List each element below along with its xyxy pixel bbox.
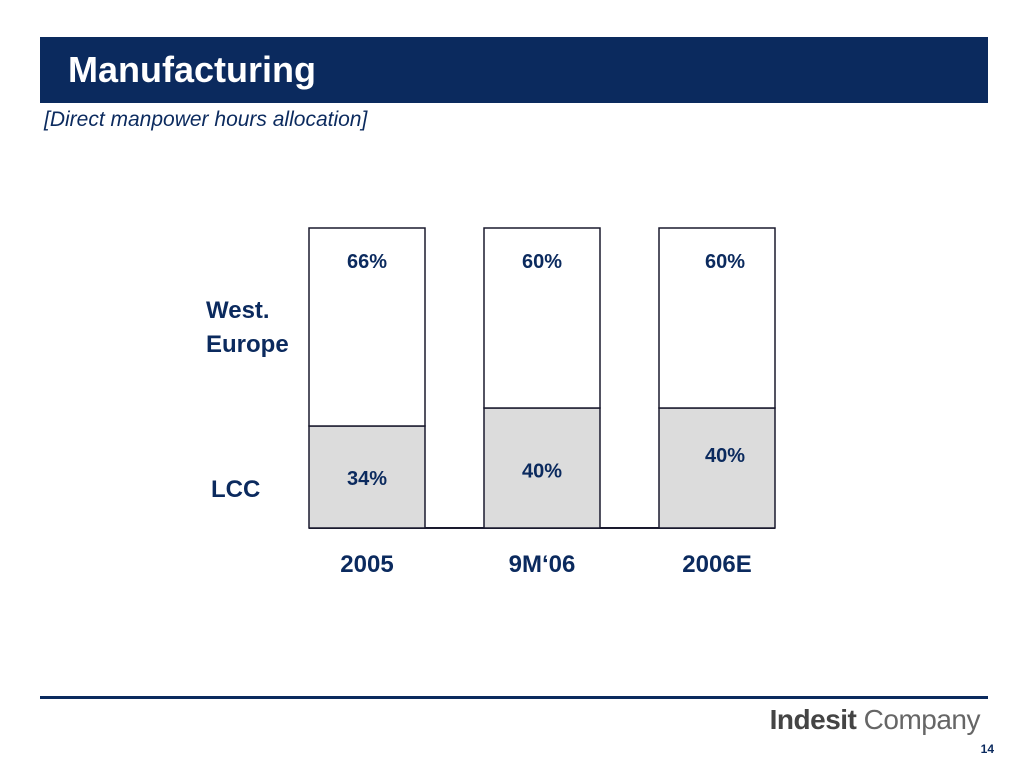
- data-label-west-europe-0: 66%: [347, 251, 387, 273]
- data-label-lcc-1: 40%: [522, 461, 562, 483]
- data-label-west-europe-1: 60%: [522, 251, 562, 273]
- bar-segment-west-europe-2: [658, 227, 776, 409]
- bar-segment-west-europe-1: [483, 227, 601, 409]
- title-bar: Manufacturing: [40, 37, 988, 103]
- footer-divider: [40, 696, 988, 699]
- bar-segment-lcc-2: [658, 407, 776, 529]
- brand-name-light: Company: [856, 704, 981, 735]
- page-title: Manufacturing: [68, 49, 316, 90]
- row-label-west-europe-line2: Europe: [206, 331, 289, 358]
- category-label-2: 2006E: [682, 551, 751, 578]
- bar-segment-lcc-1: [483, 407, 601, 529]
- page-number: 14: [980, 742, 994, 756]
- data-label-west-europe-2: 60%: [705, 251, 745, 273]
- company-logo: Indesit Company: [769, 704, 981, 736]
- category-label-1: 9M‘06: [509, 551, 576, 578]
- data-label-lcc-2: 40%: [705, 445, 745, 467]
- row-label-lcc: LCC: [211, 476, 260, 503]
- category-label-0: 2005: [340, 551, 393, 578]
- brand-name-strong: Indesit: [769, 704, 857, 735]
- page-subtitle: [Direct manpower hours allocation]: [44, 108, 368, 131]
- row-label-west-europe-line1: West.: [206, 297, 270, 324]
- bar-segment-west-europe-0: [308, 227, 426, 427]
- data-label-lcc-0: 34%: [347, 468, 387, 490]
